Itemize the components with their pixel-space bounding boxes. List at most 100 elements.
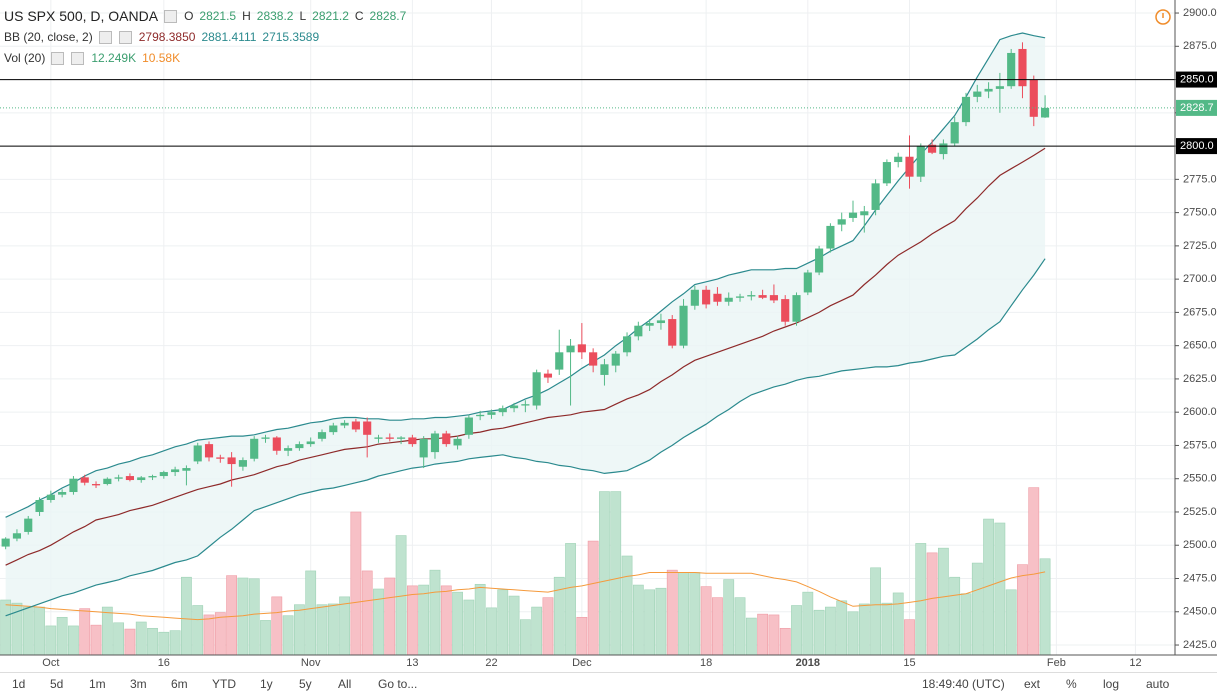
candle-body [939, 143, 948, 155]
volume-bar [712, 597, 723, 656]
option-button[interactable]: % [1066, 677, 1077, 691]
volume-bar [949, 576, 961, 656]
x-tick-label: 12 [1129, 657, 1141, 669]
icon[interactable] [98, 31, 112, 44]
range-button[interactable]: 1m [89, 677, 106, 691]
y-tick-label: 2675.0 [1183, 306, 1217, 318]
candle-body [114, 477, 123, 479]
option-button[interactable]: auto [1146, 677, 1170, 691]
candle-body [961, 96, 971, 123]
candle-body [340, 422, 349, 426]
candle-body [148, 476, 157, 478]
candle-body [634, 325, 643, 337]
candle-body [1041, 107, 1050, 118]
icon[interactable] [51, 52, 65, 65]
volume-bar [723, 579, 735, 656]
volume-bar [531, 606, 543, 656]
candle-body [679, 305, 688, 346]
volume-bar [384, 577, 396, 656]
candle-body [24, 518, 33, 532]
volume-ma-line [5, 571, 1046, 621]
volume-bar [621, 555, 633, 656]
clock[interactable]: 18:49:40 (UTC) [922, 677, 1005, 691]
volume-bar [90, 624, 102, 656]
icon[interactable] [71, 52, 85, 65]
candle-body [690, 289, 699, 306]
volume-bar [429, 569, 441, 656]
range-button[interactable]: 1y [260, 677, 273, 691]
candle-body [803, 272, 812, 293]
volume-bar [192, 605, 204, 656]
bb-label[interactable]: BB (20, close, 2) [4, 30, 93, 44]
option-button[interactable]: ext [1024, 677, 1041, 691]
candle-body [103, 478, 112, 485]
range-button[interactable]: 6m [171, 677, 188, 691]
y-tick-label: 2725.0 [1183, 240, 1217, 252]
band-fill [5, 32, 1046, 616]
volume-bar [316, 604, 328, 656]
y-tick-label: 2900.0 [1183, 7, 1217, 19]
symbol[interactable]: US SPX 500, D, OANDA [4, 8, 159, 24]
volume-bar [34, 606, 45, 656]
volume-bar [124, 628, 136, 656]
range-button[interactable]: All [338, 677, 352, 691]
symbol-row: US SPX 500, D, OANDA O 2821.5 H 2838.2 L 28… [4, 6, 406, 27]
candle-body [600, 364, 609, 375]
candle-body [306, 441, 315, 445]
volume-bar [565, 543, 576, 656]
volume-bar [644, 589, 656, 656]
candle-body [611, 353, 620, 366]
range-button[interactable]: 5d [50, 677, 64, 691]
volume-bar [452, 591, 463, 656]
volume-bar [406, 585, 418, 656]
candle-body [781, 299, 790, 322]
candle-body [284, 448, 293, 451]
y-tick-label: 2625.0 [1183, 373, 1217, 385]
y-tick-label: 2450.0 [1183, 606, 1217, 618]
option-button[interactable]: log [1103, 677, 1120, 691]
volume-bar [1005, 589, 1017, 656]
volume-bar [497, 589, 509, 656]
candle-body [363, 421, 372, 435]
range-button[interactable]: 1d [12, 677, 26, 691]
volume-bar [779, 627, 791, 656]
range-button[interactable]: 3m [130, 677, 147, 691]
candle-body [498, 408, 507, 413]
volume-bar [294, 604, 305, 656]
vol-label[interactable]: Vol (20) [4, 51, 46, 65]
candle-body [171, 469, 180, 473]
candle-body [397, 437, 406, 439]
volume-bar [418, 584, 430, 656]
goto-button[interactable]: Go to... [378, 677, 418, 691]
volume-bar [305, 570, 317, 656]
candle-body [758, 295, 767, 298]
range-button[interactable]: YTD [212, 677, 236, 691]
volume-bar [508, 595, 520, 656]
y-tick-label: 2525.0 [1183, 506, 1217, 518]
volume-bar [971, 562, 983, 656]
candle-body [351, 421, 360, 430]
candle-body [385, 437, 394, 439]
bb-upper-line [5, 32, 1046, 518]
volume-bar [994, 522, 1006, 656]
y-tick-label: 2550.0 [1183, 473, 1217, 485]
volume-bar [214, 612, 226, 656]
low: 2821.2 [312, 9, 349, 23]
icon[interactable] [118, 31, 132, 44]
candle-body [1007, 52, 1016, 87]
y-tick-label: 2575.0 [1183, 439, 1217, 451]
volume-bar [260, 620, 271, 656]
x-tick-label: 15 [903, 657, 915, 669]
y-tick-label: 2500.0 [1183, 539, 1217, 551]
l-label: L [299, 9, 307, 23]
volume-bar [881, 602, 893, 656]
candle-body [882, 162, 891, 184]
volume-bar [56, 616, 68, 656]
volume-bar [892, 592, 904, 656]
volume-bar [915, 543, 927, 656]
range-button[interactable]: 5y [299, 677, 312, 691]
icon[interactable] [164, 10, 178, 23]
high: 2838.2 [256, 9, 294, 23]
level-label: 2800.0 [1180, 140, 1214, 152]
candle-body [125, 476, 134, 481]
